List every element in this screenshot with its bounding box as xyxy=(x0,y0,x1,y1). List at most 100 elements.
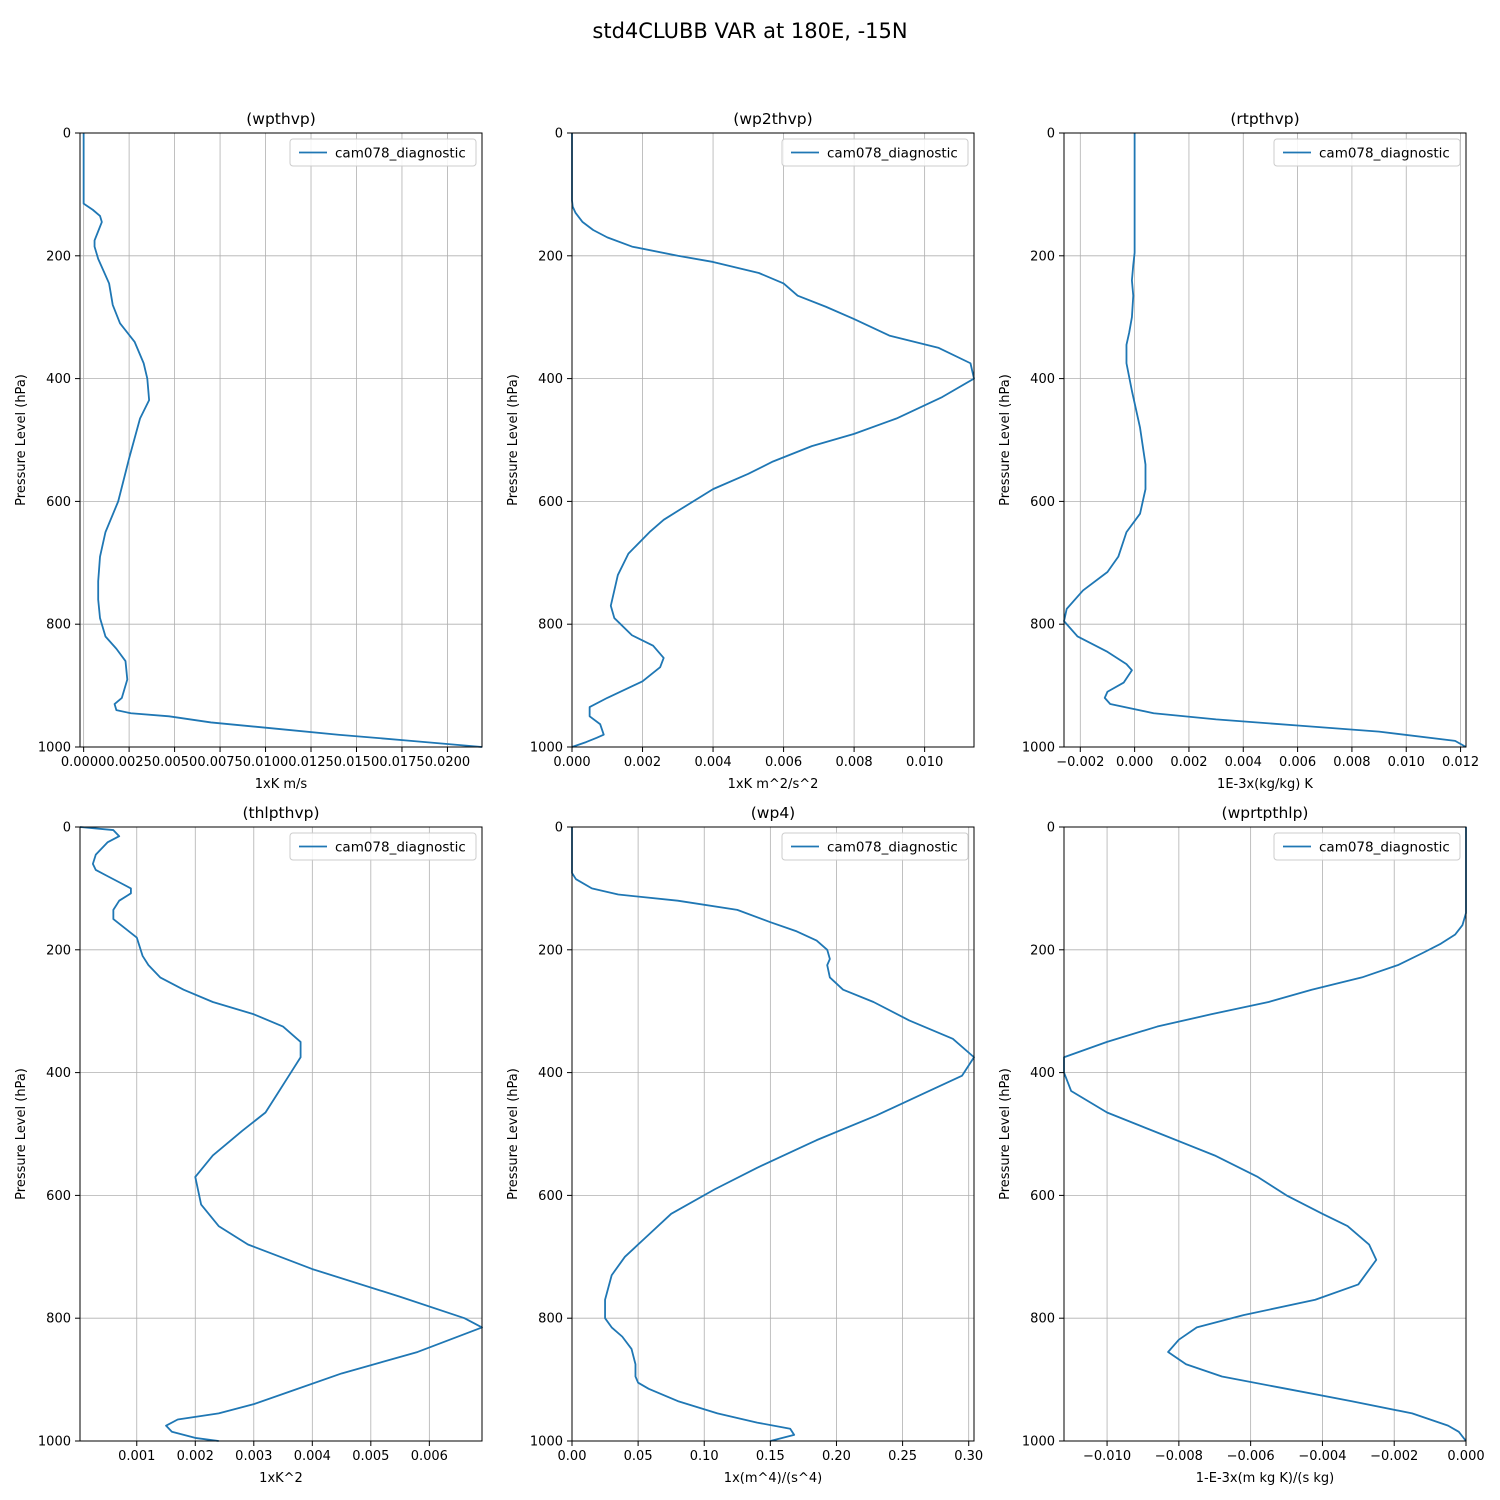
y-axis-label: Pressure Level (hPa) xyxy=(14,1068,29,1200)
x-tick-label: 0.000 xyxy=(553,755,590,770)
x-tick-label: 0.002 xyxy=(1170,755,1207,770)
y-tick-label: 800 xyxy=(46,618,71,633)
y-tick-label: 0 xyxy=(1047,127,1055,142)
x-tick-label: −0.002 xyxy=(1370,1449,1418,1464)
x-tick-label: 0.010 xyxy=(906,755,943,770)
panel-title: (thlpthvp) xyxy=(242,804,319,822)
axes-frame xyxy=(571,132,975,748)
y-tick-label: 200 xyxy=(1030,943,1055,958)
y-tick-label: 400 xyxy=(538,372,563,387)
x-axis-label: 1xK^2 xyxy=(259,1471,303,1486)
figure-title: std4CLUBB VAR at 180E, -15N xyxy=(592,19,907,43)
x-tick-label: −0.006 xyxy=(1227,1449,1275,1464)
legend-label: cam078_diagnostic xyxy=(1319,146,1450,162)
series-line xyxy=(82,133,483,748)
x-tick-label: 0.0025 xyxy=(106,755,152,770)
y-tick-label: 800 xyxy=(1030,1312,1055,1327)
x-tick-label: 0.0050 xyxy=(152,755,198,770)
y-tick-label: 400 xyxy=(1030,372,1055,387)
x-tick-label: 0.006 xyxy=(1279,755,1316,770)
y-tick-label: 400 xyxy=(46,372,71,387)
x-axis-label: 1xK m/s xyxy=(255,777,308,792)
y-tick-label: 400 xyxy=(1030,1066,1055,1081)
x-axis-label: 1E-3x(kg/kg) K xyxy=(1217,777,1313,792)
panel-2: 0.000 0.002 0.004 0.006 0.008 0.010 0 200 400 600… xyxy=(506,110,975,792)
y-tick-label: 800 xyxy=(46,1312,71,1327)
x-tick-label: 0.15 xyxy=(756,1449,785,1464)
x-tick-label: 0.006 xyxy=(765,755,802,770)
legend-label: cam078_diagnostic xyxy=(827,146,958,162)
x-tick-label: 0.0000 xyxy=(61,755,107,770)
y-tick-label: 200 xyxy=(538,249,563,264)
x-tick-label: 0.10 xyxy=(690,1449,719,1464)
legend-box xyxy=(1273,832,1461,861)
panel-4: 0.001 0.002 0.003 0.004 0.005 0.006 0 200 400 600… xyxy=(14,804,483,1486)
y-tick-label: 200 xyxy=(46,249,71,264)
legend-label: cam078_diagnostic xyxy=(335,840,466,856)
y-tick-label: 600 xyxy=(46,495,71,510)
x-tick-label: −0.008 xyxy=(1155,1449,1203,1464)
y-tick-label: 800 xyxy=(538,618,563,633)
y-tick-label: 400 xyxy=(46,1066,71,1081)
x-tick-label: 0.008 xyxy=(835,755,872,770)
legend-box xyxy=(781,832,969,861)
y-axis-label: Pressure Level (hPa) xyxy=(14,374,29,506)
x-tick-label: 0.000 xyxy=(1447,1449,1484,1464)
series-line xyxy=(1063,827,1467,1442)
series-line xyxy=(1063,133,1467,748)
x-tick-label: 0.003 xyxy=(235,1449,272,1464)
y-tick-label: 800 xyxy=(1030,618,1055,633)
x-tick-label: 0.002 xyxy=(177,1449,214,1464)
axes-frame xyxy=(79,132,483,748)
x-axis-label: 1x(m^4)/(s^4) xyxy=(724,1471,822,1486)
y-tick-label: 0 xyxy=(555,127,563,142)
x-tick-label: 0.005 xyxy=(352,1449,389,1464)
panels: 0.0000 0.0025 0.0050 0.0075 0.0100 0.0125 0.01… xyxy=(14,110,1485,1486)
x-tick-label: 0.010 xyxy=(1388,755,1425,770)
y-tick-label: 200 xyxy=(1030,249,1055,264)
x-tick-label: −0.004 xyxy=(1298,1449,1346,1464)
panel-3: −0.002 0.000 0.002 0.004 0.006 0.008 0.010 0.01… xyxy=(998,110,1479,792)
axes-frame xyxy=(1063,826,1467,1442)
x-tick-label: −0.010 xyxy=(1083,1449,1131,1464)
panel-title: (rtpthvp) xyxy=(1230,110,1299,128)
panel-title: (wprtpthlp) xyxy=(1222,804,1309,822)
x-tick-label: 0.008 xyxy=(1333,755,1370,770)
y-axis-label: Pressure Level (hPa) xyxy=(998,374,1013,506)
y-tick-label: 0 xyxy=(555,821,563,836)
y-tick-label: 400 xyxy=(538,1066,563,1081)
series-line xyxy=(79,826,483,1442)
panel-title: (wp2thvp) xyxy=(733,110,812,128)
y-tick-label: 200 xyxy=(46,943,71,958)
series-line xyxy=(571,827,975,1442)
x-tick-label: 0.0150 xyxy=(334,755,380,770)
y-tick-label: 200 xyxy=(538,943,563,958)
x-tick-label: 0.0125 xyxy=(288,755,334,770)
axes-frame xyxy=(571,826,975,1442)
axes-frame xyxy=(79,826,483,1442)
x-tick-label: 0.0200 xyxy=(425,755,471,770)
x-tick-label: 0.0075 xyxy=(197,755,243,770)
x-tick-label: −0.002 xyxy=(1056,755,1104,770)
panel-title: (wp4) xyxy=(751,804,795,822)
x-tick-label: 0.05 xyxy=(624,1449,653,1464)
x-axis-label: 1xK m^2/s^2 xyxy=(728,777,819,792)
legend-label: cam078_diagnostic xyxy=(827,840,958,856)
series-line xyxy=(571,133,975,748)
x-tick-label: 0.004 xyxy=(294,1449,331,1464)
y-tick-label: 600 xyxy=(1030,1189,1055,1204)
y-axis-label: Pressure Level (hPa) xyxy=(506,374,521,506)
y-tick-label: 0 xyxy=(63,127,71,142)
x-tick-label: 0.0100 xyxy=(243,755,289,770)
legend-box xyxy=(289,138,477,167)
y-tick-label: 600 xyxy=(1030,495,1055,510)
y-tick-label: 600 xyxy=(46,1189,71,1204)
y-tick-label: 1000 xyxy=(38,1435,71,1450)
x-tick-label: 0.002 xyxy=(624,755,661,770)
x-axis-label: 1-E-3x(m kg K)/(s kg) xyxy=(1196,1471,1334,1486)
panel-5: 0.00 0.05 0.10 0.15 0.20 0.25 0.30 0 200 400 600 80… xyxy=(506,804,983,1486)
x-tick-label: 0.012 xyxy=(1442,755,1479,770)
y-axis-label: Pressure Level (hPa) xyxy=(506,1068,521,1200)
